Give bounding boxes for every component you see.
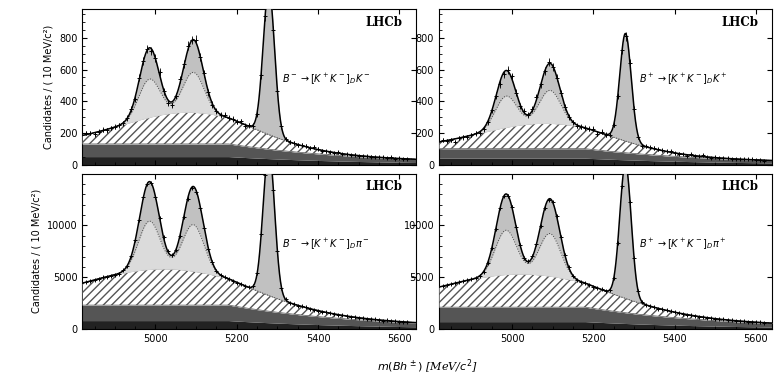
- Y-axis label: Candidates / ( 10 MeV/c²): Candidates / ( 10 MeV/c²): [43, 25, 53, 149]
- Y-axis label: Candidates / ( 10 MeV/c²): Candidates / ( 10 MeV/c²): [31, 189, 42, 313]
- Text: $B^+\to[K^+K^-]_D\pi^+$: $B^+\to[K^+K^-]_D\pi^+$: [639, 236, 727, 251]
- Text: LHCb: LHCb: [722, 15, 759, 29]
- Text: LHCb: LHCb: [722, 180, 759, 193]
- Text: $B^-\to[K^+K^-]_D\pi^-$: $B^-\to[K^+K^-]_D\pi^-$: [282, 236, 370, 251]
- Text: $m(Bh^\pm)$ [MeV/$c^2$]: $m(Bh^\pm)$ [MeV/$c^2$]: [377, 358, 477, 376]
- Text: $B^+\to[K^+K^-]_DK^+$: $B^+\to[K^+K^-]_DK^+$: [639, 71, 728, 87]
- Text: $B^-\to[K^+K^-]_DK^-$: $B^-\to[K^+K^-]_DK^-$: [282, 71, 371, 87]
- Text: LHCb: LHCb: [365, 180, 402, 193]
- Text: LHCb: LHCb: [365, 15, 402, 29]
